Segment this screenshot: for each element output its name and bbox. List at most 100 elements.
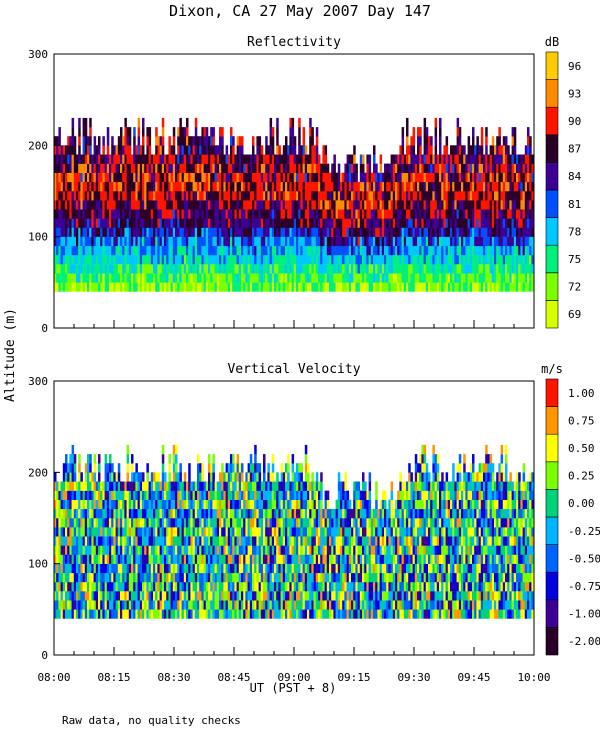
heatmap-cell xyxy=(304,282,308,292)
heatmap-cell xyxy=(513,273,517,283)
heatmap-cell xyxy=(190,264,193,274)
heatmap-cell xyxy=(230,273,233,283)
heatmap-cell xyxy=(84,572,88,583)
heatmap-cell xyxy=(214,545,218,555)
heatmap-cell xyxy=(102,490,105,500)
heatmap-cell xyxy=(456,163,460,173)
heatmap-cell xyxy=(190,591,193,601)
heatmap-cell xyxy=(271,127,275,137)
heatmap-cell xyxy=(117,163,121,173)
heatmap-cell xyxy=(390,254,394,265)
heatmap-cell xyxy=(225,218,229,228)
heatmap-cell xyxy=(194,572,198,583)
heatmap-cell xyxy=(133,282,136,292)
heatmap-cell xyxy=(423,191,427,201)
heatmap-cell xyxy=(208,172,211,183)
heatmap-cell xyxy=(192,499,196,510)
heatmap-cell xyxy=(293,154,297,164)
heatmap-cell xyxy=(430,264,433,274)
heatmap-cell xyxy=(472,163,475,173)
heatmap-cell xyxy=(443,191,446,201)
heatmap-cell xyxy=(164,572,167,583)
heatmap-cell xyxy=(159,600,163,610)
heatmap-cell xyxy=(216,163,220,173)
heatmap-cell xyxy=(199,209,202,219)
heatmap-cell xyxy=(183,581,187,592)
heatmap-cell xyxy=(203,264,207,274)
heatmap-cell xyxy=(524,218,528,228)
heatmap-cell xyxy=(373,282,376,292)
heatmap-cell xyxy=(54,163,57,173)
heatmap-cell xyxy=(157,591,160,601)
heatmap-cell xyxy=(146,591,149,601)
heatmap-cell xyxy=(232,472,235,482)
heatmap-cell xyxy=(208,200,211,210)
heatmap-cell xyxy=(527,200,530,210)
heatmap-cell xyxy=(236,191,240,201)
heatmap-cell xyxy=(441,254,444,265)
heatmap-cell xyxy=(219,527,222,537)
heatmap-cell xyxy=(104,481,108,491)
heatmap-cell xyxy=(432,273,435,283)
heatmap-cell xyxy=(102,218,105,228)
heatmap-cell xyxy=(159,536,163,546)
heatmap-cell xyxy=(82,481,86,491)
heatmap-cell xyxy=(531,245,534,256)
heatmap-cell xyxy=(232,163,235,173)
heatmap-cell xyxy=(84,127,88,137)
heatmap-cell xyxy=(287,254,290,265)
heatmap-cell xyxy=(478,191,482,201)
heatmap-cell xyxy=(205,581,209,592)
heatmap-cell xyxy=(230,490,233,500)
heatmap-cell xyxy=(172,145,176,155)
heatmap-cell xyxy=(423,163,427,173)
heatmap-cell xyxy=(188,609,191,619)
heatmap-cell xyxy=(489,282,493,292)
heatmap-cell xyxy=(232,572,235,583)
heatmap-cell xyxy=(76,581,79,592)
heatmap-cell xyxy=(234,254,237,265)
heatmap-cell xyxy=(507,209,510,219)
heatmap-cell xyxy=(71,145,75,155)
heatmap-cell xyxy=(161,191,165,201)
heatmap-cell xyxy=(238,200,242,210)
heatmap-cell xyxy=(190,181,193,192)
heatmap-cell xyxy=(227,463,231,473)
heatmap-cell xyxy=(109,273,112,283)
heatmap-cell xyxy=(126,508,130,519)
heatmap-cell xyxy=(225,264,229,274)
heatmap-cell xyxy=(278,181,281,192)
heatmap-cell xyxy=(513,172,517,183)
heatmap-cell xyxy=(106,154,110,164)
heatmap-cell xyxy=(395,273,398,283)
heatmap-cell xyxy=(170,191,174,201)
heatmap-cell xyxy=(342,181,345,192)
heatmap-cell xyxy=(487,163,490,173)
heatmap-cell xyxy=(73,609,77,619)
heatmap-cell xyxy=(432,154,435,164)
heatmap-cell xyxy=(491,154,495,164)
heatmap-cell xyxy=(111,236,114,247)
heatmap-cell xyxy=(54,508,57,519)
heatmap-cell xyxy=(452,282,455,292)
heatmap-cell xyxy=(434,127,438,137)
heatmap-cell xyxy=(304,163,308,173)
heatmap-cell xyxy=(142,181,145,192)
heatmap-cell xyxy=(221,172,224,183)
heatmap-cell xyxy=(318,264,321,274)
heatmap-cell xyxy=(364,218,367,228)
heatmap-cell xyxy=(203,490,207,500)
heatmap-cell xyxy=(436,218,440,228)
heatmap-cell xyxy=(456,245,460,256)
heatmap-cell xyxy=(95,191,99,201)
heatmap-cell xyxy=(60,154,64,164)
heatmap-cell xyxy=(280,209,284,219)
heatmap-cell xyxy=(390,273,394,283)
heatmap-cell xyxy=(128,136,132,146)
heatmap-cell xyxy=(230,499,233,510)
heatmap-cell xyxy=(340,200,343,210)
heatmap-cell xyxy=(122,609,125,619)
heatmap-cell xyxy=(203,218,207,228)
heatmap-cell xyxy=(133,527,136,537)
heatmap-cell xyxy=(443,264,446,274)
